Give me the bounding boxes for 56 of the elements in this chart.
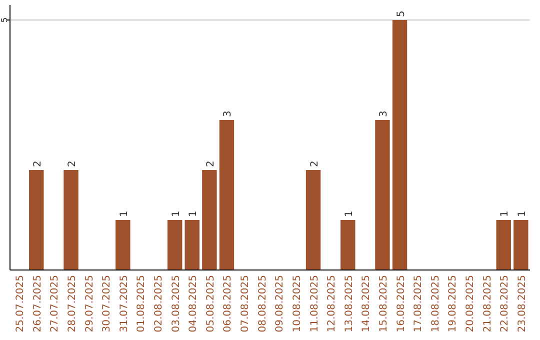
x-tick-label: 01.08.2025 bbox=[136, 275, 148, 332]
x-tick-label: 03.08.2025 bbox=[170, 275, 182, 332]
bar bbox=[496, 220, 511, 270]
x-tick-label: 31.07.2025 bbox=[118, 275, 130, 332]
x-tick-label: 20.08.2025 bbox=[465, 275, 476, 332]
x-tick-label: 18.08.2025 bbox=[430, 275, 442, 332]
x-tick-label: 07.08.2025 bbox=[240, 275, 252, 332]
x-tick-label: 17.08.2025 bbox=[413, 275, 424, 332]
data-label: 5 bbox=[396, 10, 407, 17]
x-tick-label: 08.08.2025 bbox=[257, 275, 268, 332]
x-tick-label: 10.08.2025 bbox=[292, 275, 303, 332]
x-tick-label: 27.07.2025 bbox=[50, 275, 61, 332]
x-tick-label: 15.08.2025 bbox=[378, 275, 390, 332]
bar bbox=[184, 220, 200, 270]
x-tick-label: 11.08.2025 bbox=[309, 275, 320, 332]
x-tick-label: 28.07.2025 bbox=[67, 275, 78, 332]
data-label: 1 bbox=[516, 210, 528, 217]
data-label: 1 bbox=[188, 210, 200, 217]
data-label: 1 bbox=[344, 210, 355, 217]
x-tick-label: 16.08.2025 bbox=[396, 275, 407, 332]
x-tick-label: 30.07.2025 bbox=[102, 275, 113, 332]
data-label: 1 bbox=[170, 210, 182, 217]
bar bbox=[375, 120, 390, 270]
data-label: 2 bbox=[205, 160, 216, 167]
x-tick-label: 02.08.2025 bbox=[154, 275, 165, 332]
x-tick-label: 04.08.2025 bbox=[188, 275, 200, 332]
x-tick-label: 19.08.2025 bbox=[448, 275, 459, 332]
data-label: 1 bbox=[118, 210, 130, 217]
bar bbox=[392, 20, 408, 270]
bar bbox=[219, 120, 234, 270]
data-label: 2 bbox=[67, 160, 78, 167]
bar bbox=[306, 170, 321, 270]
x-tick-label: 06.08.2025 bbox=[222, 275, 234, 332]
data-label: 2 bbox=[32, 160, 44, 167]
x-tick-label: 25.07.2025 bbox=[15, 275, 26, 332]
data-label: 3 bbox=[378, 110, 390, 117]
bar bbox=[514, 220, 528, 270]
x-tick-label: 05.08.2025 bbox=[205, 275, 216, 332]
data-label: 2 bbox=[309, 160, 320, 167]
x-tick-label: 14.08.2025 bbox=[361, 275, 372, 332]
x-tick-label: 23.08.2025 bbox=[516, 275, 528, 332]
bar bbox=[64, 170, 78, 270]
x-tick-label: 13.08.2025 bbox=[344, 275, 355, 332]
data-label: 1 bbox=[500, 210, 511, 217]
x-tick-label: 26.07.2025 bbox=[32, 275, 44, 332]
x-tick-label: 12.08.2025 bbox=[326, 275, 338, 332]
bar bbox=[29, 170, 44, 270]
x-tick-label: 29.07.2025 bbox=[84, 275, 96, 332]
bar bbox=[340, 220, 356, 270]
bar bbox=[116, 220, 130, 270]
x-tick-label: 09.08.2025 bbox=[274, 275, 286, 332]
bar bbox=[167, 220, 182, 270]
bar bbox=[202, 170, 217, 270]
x-tick-label: 22.08.2025 bbox=[500, 275, 511, 332]
x-tick-label: 21.08.2025 bbox=[482, 275, 494, 332]
data-label: 3 bbox=[222, 110, 234, 117]
